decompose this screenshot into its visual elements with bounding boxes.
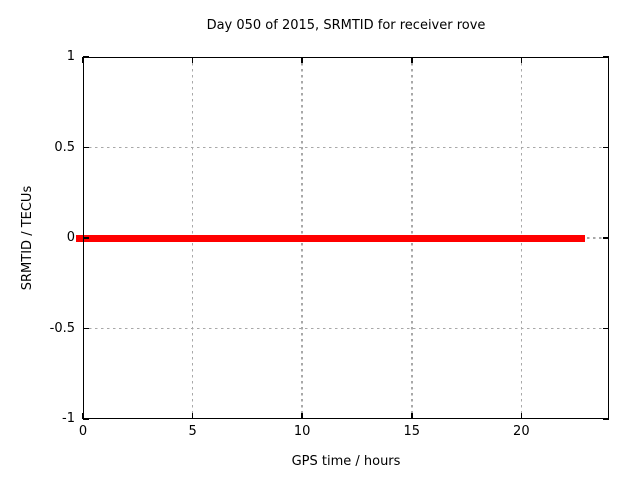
y-tick-mark-left	[83, 56, 89, 58]
x-tick-mark-top	[191, 57, 194, 63]
x-axis-label: GPS time / hours	[291, 454, 401, 469]
y-tick-label: -1	[62, 411, 75, 426]
y-gridline	[83, 327, 609, 330]
x-tick-mark-top	[82, 57, 84, 63]
x-tick-mark-bottom	[191, 413, 194, 419]
x-tick-mark-bottom	[411, 413, 413, 419]
y-tick-label: 0	[66, 230, 75, 245]
x-tick-mark-top	[520, 57, 523, 63]
x-tick-mark-bottom	[301, 413, 303, 419]
y-tick-mark-left	[83, 418, 89, 420]
y-gridline	[83, 146, 609, 149]
y-tick-mark-left	[83, 327, 89, 330]
y-tick-label: 1	[66, 49, 75, 64]
series-line-srmtid	[76, 234, 585, 242]
y-tick-label: -0.5	[49, 320, 75, 336]
y-tick-mark-right	[603, 56, 609, 58]
x-tick-mark-bottom	[520, 413, 523, 419]
x-tick-mark-top	[301, 57, 303, 63]
x-tick-label: 15	[403, 424, 421, 439]
y-tick-mark-right	[603, 146, 609, 149]
y-tick-label: 0.5	[54, 139, 75, 155]
x-tick-label: 0	[78, 424, 88, 439]
y-tick-mark-left	[83, 146, 89, 149]
x-tick-label: 5	[188, 424, 197, 439]
x-tick-label: 10	[293, 424, 311, 439]
plot-area	[76, 56, 609, 420]
x-tick-label: 20	[513, 424, 530, 439]
y-tick-mark-right	[603, 418, 609, 420]
y-tick-mark-right	[603, 237, 609, 239]
x-tick-mark-top	[411, 57, 413, 63]
y-tick-mark-left	[83, 237, 89, 239]
chart-title: Day 050 of 2015, SRMTID for receiver rov…	[206, 18, 486, 33]
y-tick-mark-right	[603, 327, 609, 330]
